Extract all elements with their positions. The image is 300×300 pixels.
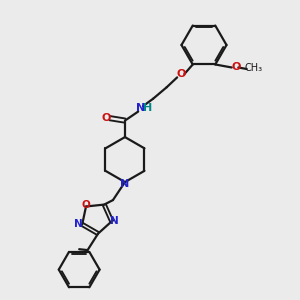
Text: CH₃: CH₃ (244, 63, 262, 74)
Text: O: O (101, 112, 110, 123)
Text: N: N (110, 216, 119, 226)
Text: N: N (136, 103, 145, 113)
Text: N: N (74, 219, 83, 230)
Text: N: N (120, 178, 130, 189)
Text: O: O (81, 200, 90, 210)
Text: H: H (142, 103, 152, 113)
Text: O: O (177, 69, 186, 80)
Text: O: O (231, 62, 241, 72)
